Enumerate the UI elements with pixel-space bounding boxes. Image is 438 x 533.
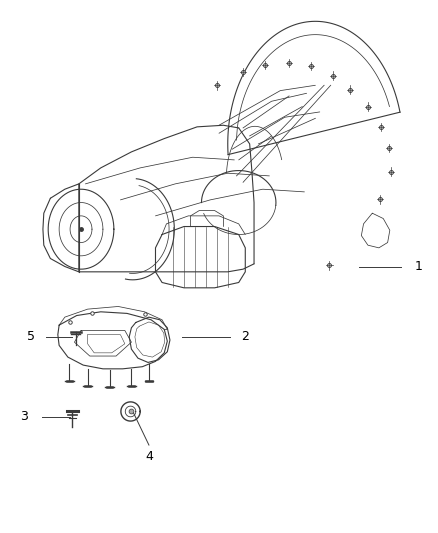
Text: 5: 5	[27, 330, 35, 343]
Text: 1: 1	[414, 260, 422, 273]
Text: 3: 3	[20, 410, 28, 423]
Text: 4: 4	[145, 450, 153, 463]
Text: 2: 2	[241, 330, 249, 343]
